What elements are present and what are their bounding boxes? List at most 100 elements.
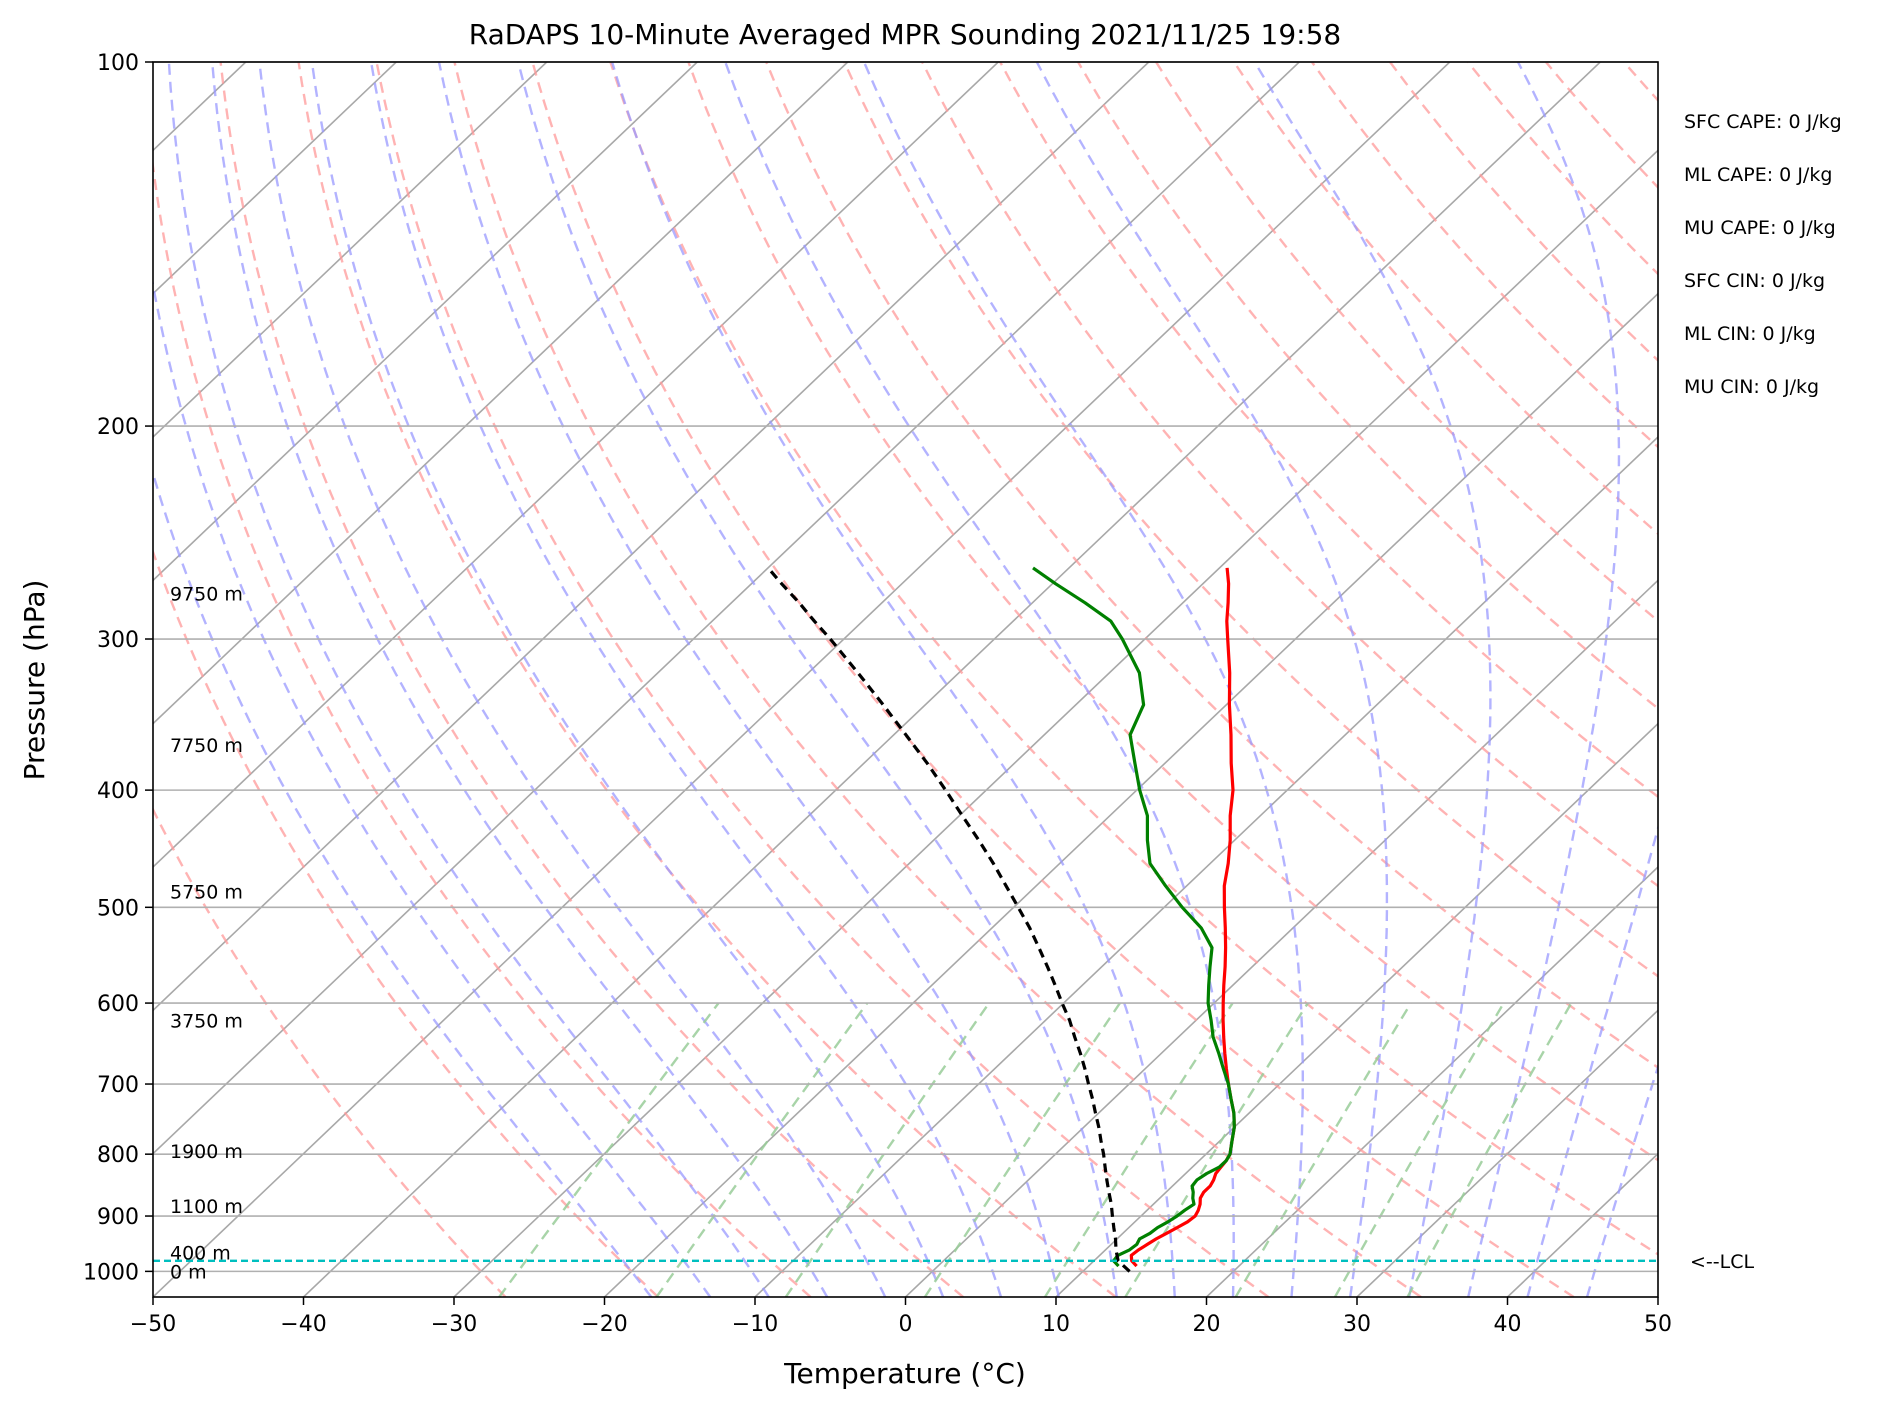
dry-adiabat-line (1466, 62, 1658, 276)
y-tick-label: 100 (97, 51, 139, 76)
height-label: 1900 m (170, 1141, 243, 1163)
y-tick-label: 600 (97, 992, 139, 1017)
dry-adiabat-line (375, 62, 1270, 1297)
x-tick-label: −50 (130, 1312, 176, 1337)
x-tick-label: 10 (1042, 1312, 1070, 1337)
isotherm-line (302, 62, 1601, 1297)
x-tick-label: 30 (1343, 1312, 1371, 1337)
isotherm-line (153, 62, 397, 295)
moist-adiabat-line (610, 62, 1176, 1297)
dry-adiabat-line (999, 62, 1658, 799)
height-labels: 9750 m 7750 m 5750 m 3750 m 1900 m 1100 m 400 … (170, 583, 243, 1283)
mixing-ratio-line (1234, 1002, 1413, 1297)
isotherm-line (1506, 1152, 1658, 1297)
dry-adiabat-line (297, 62, 1117, 1297)
indices-panel: SFC CAPE: 0 J/kg ML CAPE: 0 J/kg MU CAPE: … (1684, 111, 1842, 398)
isotherm-line (1205, 865, 1658, 1297)
y-tick-label: 300 (97, 628, 139, 653)
index-label: ML CIN: 0 J/kg (1684, 323, 1816, 345)
height-label: 5750 m (170, 881, 243, 903)
y-axis-title: Pressure (hPa) (18, 580, 51, 781)
mixing-ratio-line (1124, 1002, 1309, 1297)
isotherm-line (603, 292, 1658, 1297)
dry-adiabat-line (153, 806, 507, 1297)
dry-adiabat-line (1780, 62, 1882, 1297)
data-lines (153, 566, 1658, 1273)
moist-adiabat-line (369, 62, 1003, 1297)
isotherm-line (1055, 722, 1658, 1297)
moist-adiabat-line (258, 62, 887, 1297)
moist-adiabat-line (310, 62, 945, 1297)
isotherm-line (754, 435, 1658, 1297)
y-tick-label: 1000 (83, 1260, 139, 1285)
mixing-ratio-line (1333, 1002, 1505, 1297)
index-label: SFC CIN: 0 J/kg (1684, 270, 1825, 292)
isotherm-line (153, 62, 1150, 1012)
dry-adiabat-line (1622, 62, 1658, 103)
x-tick-label: −10 (732, 1312, 778, 1337)
dry-adiabat-line (687, 62, 1658, 1162)
y-tick-label: 900 (97, 1205, 139, 1230)
dry-adiabat-line (1077, 62, 1658, 710)
height-label: 9750 m (170, 583, 243, 605)
parcel-profile-line (766, 566, 1131, 1273)
y-tick-label: 400 (97, 779, 139, 804)
dry-adiabat-line (609, 62, 1658, 1256)
isotherm-line (453, 149, 1658, 1297)
moist-adiabat-line (1253, 62, 1492, 1297)
index-label: ML CAPE: 0 J/kg (1684, 164, 1832, 186)
dry-adiabat-line (453, 62, 1422, 1297)
moist-adiabat-line (1467, 62, 1621, 1297)
height-label: 400 m (170, 1243, 231, 1265)
x-tick-label: −40 (280, 1312, 326, 1337)
x-tick-label: −20 (581, 1312, 627, 1337)
temperature-profile-line (1129, 567, 1236, 1268)
y-tick-label: 800 (97, 1143, 139, 1168)
index-label: MU CIN: 0 J/kg (1684, 376, 1819, 398)
dry-adiabat-line (921, 62, 1658, 888)
moist-adiabat-line (1035, 62, 1389, 1297)
isotherm-line (153, 62, 1300, 1155)
isotherm-line (153, 62, 1451, 1297)
y-tick-label: 500 (97, 896, 139, 921)
y-axis-ticks: 100 200 300 400 500 600 700 800 900 1000 (83, 51, 153, 1285)
dewpoint-profile-line (1032, 566, 1236, 1268)
x-tick-label: 0 (899, 1312, 913, 1337)
isotherm-line (1657, 1295, 1658, 1297)
height-label: 7750 m (170, 735, 243, 757)
moist-adiabat-line (153, 278, 712, 1297)
dry-adiabat-line (1702, 62, 1882, 1297)
moist-adiabat-line (153, 469, 653, 1297)
isotherm-line (1356, 1009, 1658, 1297)
mixing-ratio-line (498, 1002, 720, 1297)
index-label: SFC CAPE: 0 J/kg (1684, 111, 1842, 133)
height-label: 3750 m (170, 1010, 243, 1032)
moist-adiabat-line (211, 62, 829, 1297)
x-tick-label: −30 (431, 1312, 477, 1337)
moist-adiabat-line (167, 62, 770, 1297)
dry-adiabat-line (1155, 62, 1658, 623)
isotherm-line (153, 62, 698, 582)
isotherm-line (904, 579, 1658, 1297)
dry-adiabat-line (153, 157, 812, 1297)
mixing-ratio-line (1043, 1002, 1234, 1297)
moist-adiabat-line (437, 62, 1060, 1297)
x-tick-label: 50 (1644, 1312, 1672, 1337)
index-label: MU CAPE: 0 J/kg (1684, 217, 1836, 239)
moist-adiabat-line (517, 62, 1118, 1297)
dry-adiabat-line (531, 62, 1575, 1297)
mixing-ratio-line (784, 1002, 990, 1297)
plot-frame (152, 61, 1659, 1298)
dry-adiabat-line (1311, 62, 1658, 449)
mixing-ratio-line (1406, 1002, 1573, 1297)
isotherm-line (153, 62, 548, 439)
isotherm-line (153, 62, 999, 869)
lcl-label: <--LCL (1690, 1251, 1754, 1273)
background-lines (153, 62, 1882, 1297)
dry-adiabat-line (1389, 62, 1658, 363)
moist-adiabat-line (862, 62, 1304, 1297)
x-tick-label: 40 (1494, 1312, 1522, 1337)
pressure-gridlines (153, 61, 1658, 1273)
dry-adiabat-line (1544, 62, 1658, 190)
